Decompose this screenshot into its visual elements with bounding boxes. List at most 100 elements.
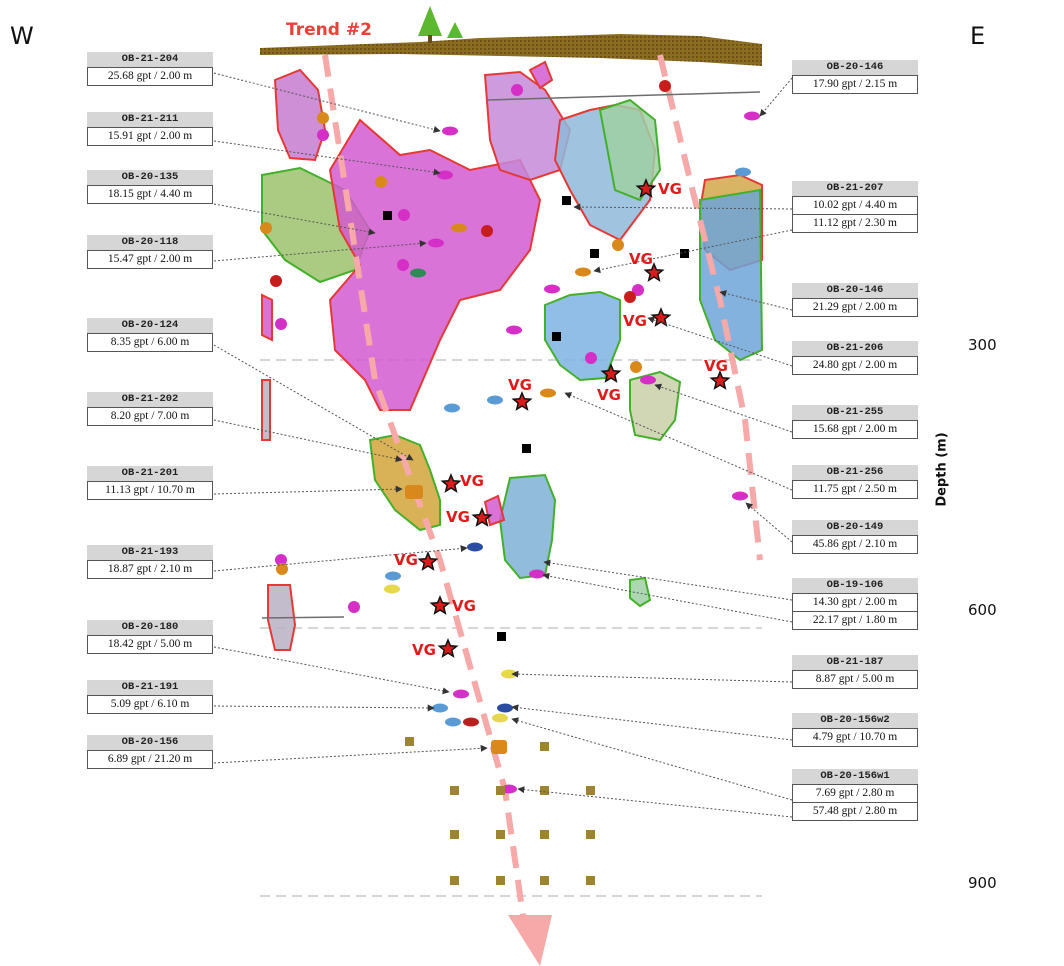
assay-intercept xyxy=(405,485,423,499)
leader-line xyxy=(759,77,793,117)
planned-hole-square xyxy=(540,786,549,795)
depth-tick-900: 900 xyxy=(968,874,997,892)
assay-intercept xyxy=(487,395,503,405)
trend-line xyxy=(657,54,763,561)
leader-line xyxy=(517,786,793,818)
sphere-marker xyxy=(511,84,523,96)
grade-interval: 7.69 gpt / 2.80 m xyxy=(792,784,918,803)
grade-interval: 11.12 gpt / 2.30 m xyxy=(792,215,918,233)
hole-id: OB-21-256 xyxy=(792,465,918,480)
right-assay-label: OB-21-206 24.80 gpt / 2.00 m xyxy=(792,341,918,375)
vg-label: VG xyxy=(704,357,728,375)
trend-arrowhead xyxy=(508,915,552,966)
hole-id: OB-21-207 xyxy=(792,181,918,196)
grade-interval: 8.20 gpt / 7.00 m xyxy=(87,407,213,426)
vg-star xyxy=(600,363,622,383)
assay-intercept xyxy=(442,126,458,136)
drill-trace xyxy=(487,91,761,101)
leader-line xyxy=(213,704,435,712)
hole-id: OB-20-156w1 xyxy=(792,769,918,784)
right-assay-label: OB-20-149 45.86 gpt / 2.10 m xyxy=(792,520,918,554)
hole-id: OB-20-135 xyxy=(87,170,213,185)
grade-interval: 24.80 gpt / 2.00 m xyxy=(792,356,918,375)
left-assay-label: OB-20-180 18.42 gpt / 5.00 m xyxy=(87,620,213,654)
sphere-marker xyxy=(260,222,272,234)
grade-interval: 15.91 gpt / 2.00 m xyxy=(87,127,213,146)
sphere-marker xyxy=(397,259,409,271)
vg-star xyxy=(440,473,462,493)
planned-hole-square xyxy=(586,876,595,885)
mineralized-zone xyxy=(368,433,441,532)
grade-interval: 18.87 gpt / 2.10 m xyxy=(87,560,213,579)
assay-intercept xyxy=(445,717,461,727)
tree-trunk xyxy=(428,35,432,43)
leader-line xyxy=(564,392,793,491)
vg-star xyxy=(709,370,731,390)
right-assay-label: OB-19-106 14.30 gpt / 2.00 m 22.17 gpt / 1… xyxy=(792,578,918,630)
leader-line xyxy=(511,704,793,741)
leader-line xyxy=(542,572,793,623)
leader-line xyxy=(593,229,793,274)
left-assay-label: OB-21-201 11.13 gpt / 10.70 m xyxy=(87,466,213,500)
sphere-marker xyxy=(632,284,644,296)
leader-line xyxy=(213,203,376,236)
hole-id: OB-20-156 xyxy=(87,735,213,750)
assay-intercept xyxy=(444,403,460,413)
right-assay-label: OB-21-207 10.02 gpt / 4.40 m 11.12 gpt / 2… xyxy=(792,181,918,233)
mineralized-zone xyxy=(629,576,652,608)
sphere-marker xyxy=(624,291,636,303)
left-assay-label: OB-21-211 15.91 gpt / 2.00 m xyxy=(87,112,213,146)
mineralized-zone xyxy=(261,293,273,342)
sphere-marker xyxy=(275,554,287,566)
vg-star xyxy=(437,638,459,658)
sphere-marker xyxy=(630,361,642,373)
assay-intercept xyxy=(385,571,401,581)
vg-label: VG xyxy=(412,641,436,659)
right-assay-label: OB-21-255 15.68 gpt / 2.00 m xyxy=(792,405,918,439)
sphere-marker xyxy=(612,239,624,251)
mineralized-zone xyxy=(699,188,764,362)
assay-intercept xyxy=(575,267,591,277)
left-assay-label: OB-21-202 8.20 gpt / 7.00 m xyxy=(87,392,213,426)
sphere-marker xyxy=(481,225,493,237)
mineralized-zone xyxy=(273,68,327,162)
depth-tick-600: 600 xyxy=(968,601,997,619)
leader-line xyxy=(719,290,793,311)
left-assay-label: OB-20-135 18.15 gpt / 4.40 m xyxy=(87,170,213,204)
vg-label: VG xyxy=(508,376,532,394)
vg-label: VG xyxy=(446,508,470,526)
vg-label: VG xyxy=(394,551,418,569)
hole-id: OB-20-149 xyxy=(792,520,918,535)
vg-star xyxy=(511,391,533,411)
assay-intercept xyxy=(432,703,448,713)
mineralized-zone xyxy=(328,118,542,411)
hole-id: OB-19-106 xyxy=(792,578,918,593)
hole-id: OB-20-156w2 xyxy=(792,713,918,728)
right-assay-label: OB-21-187 8.87 gpt / 5.00 m xyxy=(792,655,918,689)
assay-intercept xyxy=(453,689,469,699)
left-assay-label: OB-20-118 15.47 gpt / 2.00 m xyxy=(87,235,213,269)
hole-id: OB-21-202 xyxy=(87,392,213,407)
sphere-marker xyxy=(348,601,360,613)
grade-interval: 57.48 gpt / 2.80 m xyxy=(792,803,918,821)
hole-id: OB-20-146 xyxy=(792,283,918,298)
drillhole-square xyxy=(590,249,599,258)
assay-intercept xyxy=(467,542,483,552)
tree-icon xyxy=(447,22,463,38)
vg-star xyxy=(429,595,451,615)
right-assay-label: OB-20-146 17.90 gpt / 2.15 m xyxy=(792,60,918,94)
left-assay-label: OB-21-204 25.68 gpt / 2.00 m xyxy=(87,52,213,86)
trend-label: Trend #2 xyxy=(286,20,372,40)
planned-hole-square xyxy=(496,876,505,885)
drillhole-square xyxy=(680,249,689,258)
left-assay-label: OB-20-156 6.89 gpt / 21.20 m xyxy=(87,735,213,769)
drillhole-square xyxy=(522,444,531,453)
planned-hole-square xyxy=(450,830,459,839)
assay-intercept xyxy=(529,569,545,579)
hole-id: OB-20-180 xyxy=(87,620,213,635)
grade-interval: 14.30 gpt / 2.00 m xyxy=(792,593,918,612)
leader-line xyxy=(647,316,793,367)
assay-intercept xyxy=(451,223,467,233)
